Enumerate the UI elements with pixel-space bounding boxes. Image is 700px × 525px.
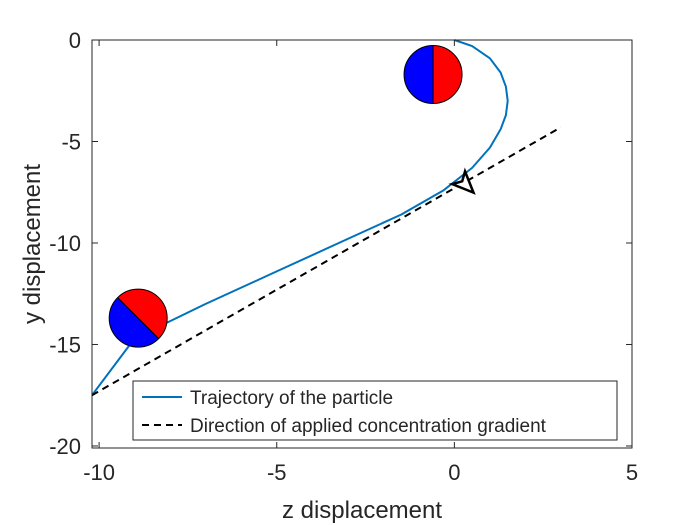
plot-axes-box: [91, 39, 633, 449]
particle-outline: [108, 288, 168, 348]
y-axis-label: y displacement: [19, 164, 46, 324]
plot-area: [92, 40, 632, 448]
direction-arrowhead-icon: [448, 167, 476, 195]
series-layer: [91, 39, 562, 397]
x-tick-label: 0: [448, 460, 460, 485]
particle-divider: [117, 297, 160, 339]
legend-label-gradient: Direction of applied concentration gradi…: [190, 416, 547, 437]
janus-particle-2: [108, 288, 168, 348]
x-tick-label: -10: [83, 460, 115, 485]
legend-label-trajectory: Trajectory of the particle: [190, 388, 393, 409]
particle-blue-half: [404, 45, 434, 104]
gradient-direction-line: [91, 126, 562, 397]
x-axis-label: z displacement: [282, 497, 442, 524]
annotation-layer: [108, 45, 476, 348]
particle-red-half: [117, 289, 168, 339]
x-tick-label: -5: [267, 460, 287, 485]
janus-particle-1: [403, 45, 463, 105]
y-tick-label: 0: [69, 28, 81, 53]
y-tick-label: -5: [61, 129, 81, 154]
particle-red-half: [433, 45, 463, 104]
x-tick-label: 5: [626, 460, 638, 485]
particle-outline: [403, 45, 463, 105]
legend-box: [132, 380, 618, 441]
y-tick-label: -10: [49, 231, 81, 256]
y-tick-label: -15: [49, 332, 81, 357]
ticks-layer: -10 -5 0 5 0 -5 -10 -15 -20: [49, 28, 638, 485]
trajectory-line: [91, 39, 509, 396]
y-tick-label: -20: [49, 434, 81, 459]
legend: Trajectory of the particle Direction of …: [132, 380, 618, 441]
particle-blue-half: [109, 297, 159, 348]
